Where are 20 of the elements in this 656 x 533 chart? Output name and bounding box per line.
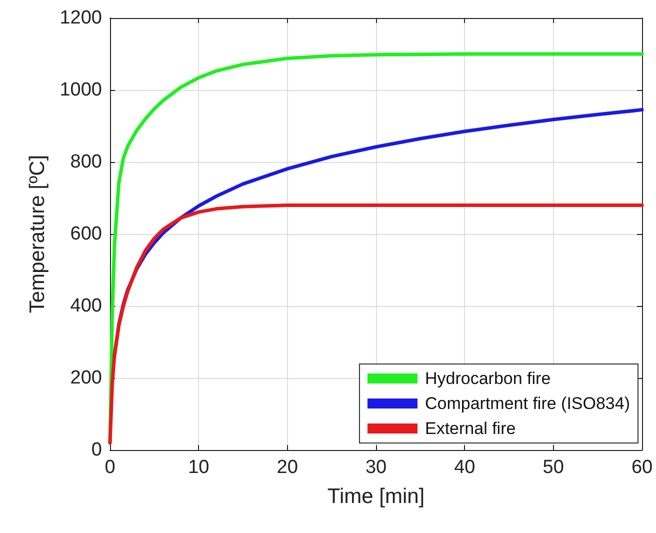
- y-tick-label: 800: [70, 152, 102, 172]
- y-axis-title: Temperature [ºC]: [26, 154, 49, 314]
- y-tick-label: 1000: [60, 80, 102, 100]
- legend-label: External fire: [424, 419, 516, 438]
- legend-label: Compartment fire (ISO834): [424, 394, 630, 413]
- legend-label: Hydrocarbon fire: [424, 369, 551, 388]
- x-axis-title: Time [min]: [327, 485, 425, 508]
- y-tick-label: 1200: [60, 8, 102, 28]
- x-tick-label: 40: [454, 457, 476, 478]
- x-tick-label: 10: [188, 457, 210, 478]
- y-tick-label: 0: [91, 440, 102, 460]
- y-tick-label: 400: [70, 296, 102, 316]
- y-tick-label: 200: [70, 368, 102, 388]
- x-tick-label: 20: [276, 457, 298, 478]
- x-tick-label: 60: [631, 457, 653, 478]
- x-tick-label: 0: [104, 457, 116, 478]
- x-tick-label: 50: [542, 457, 564, 478]
- y-tick-label: 600: [70, 224, 102, 244]
- line-series: [108, 203, 644, 445]
- x-tick-label: 30: [365, 457, 387, 478]
